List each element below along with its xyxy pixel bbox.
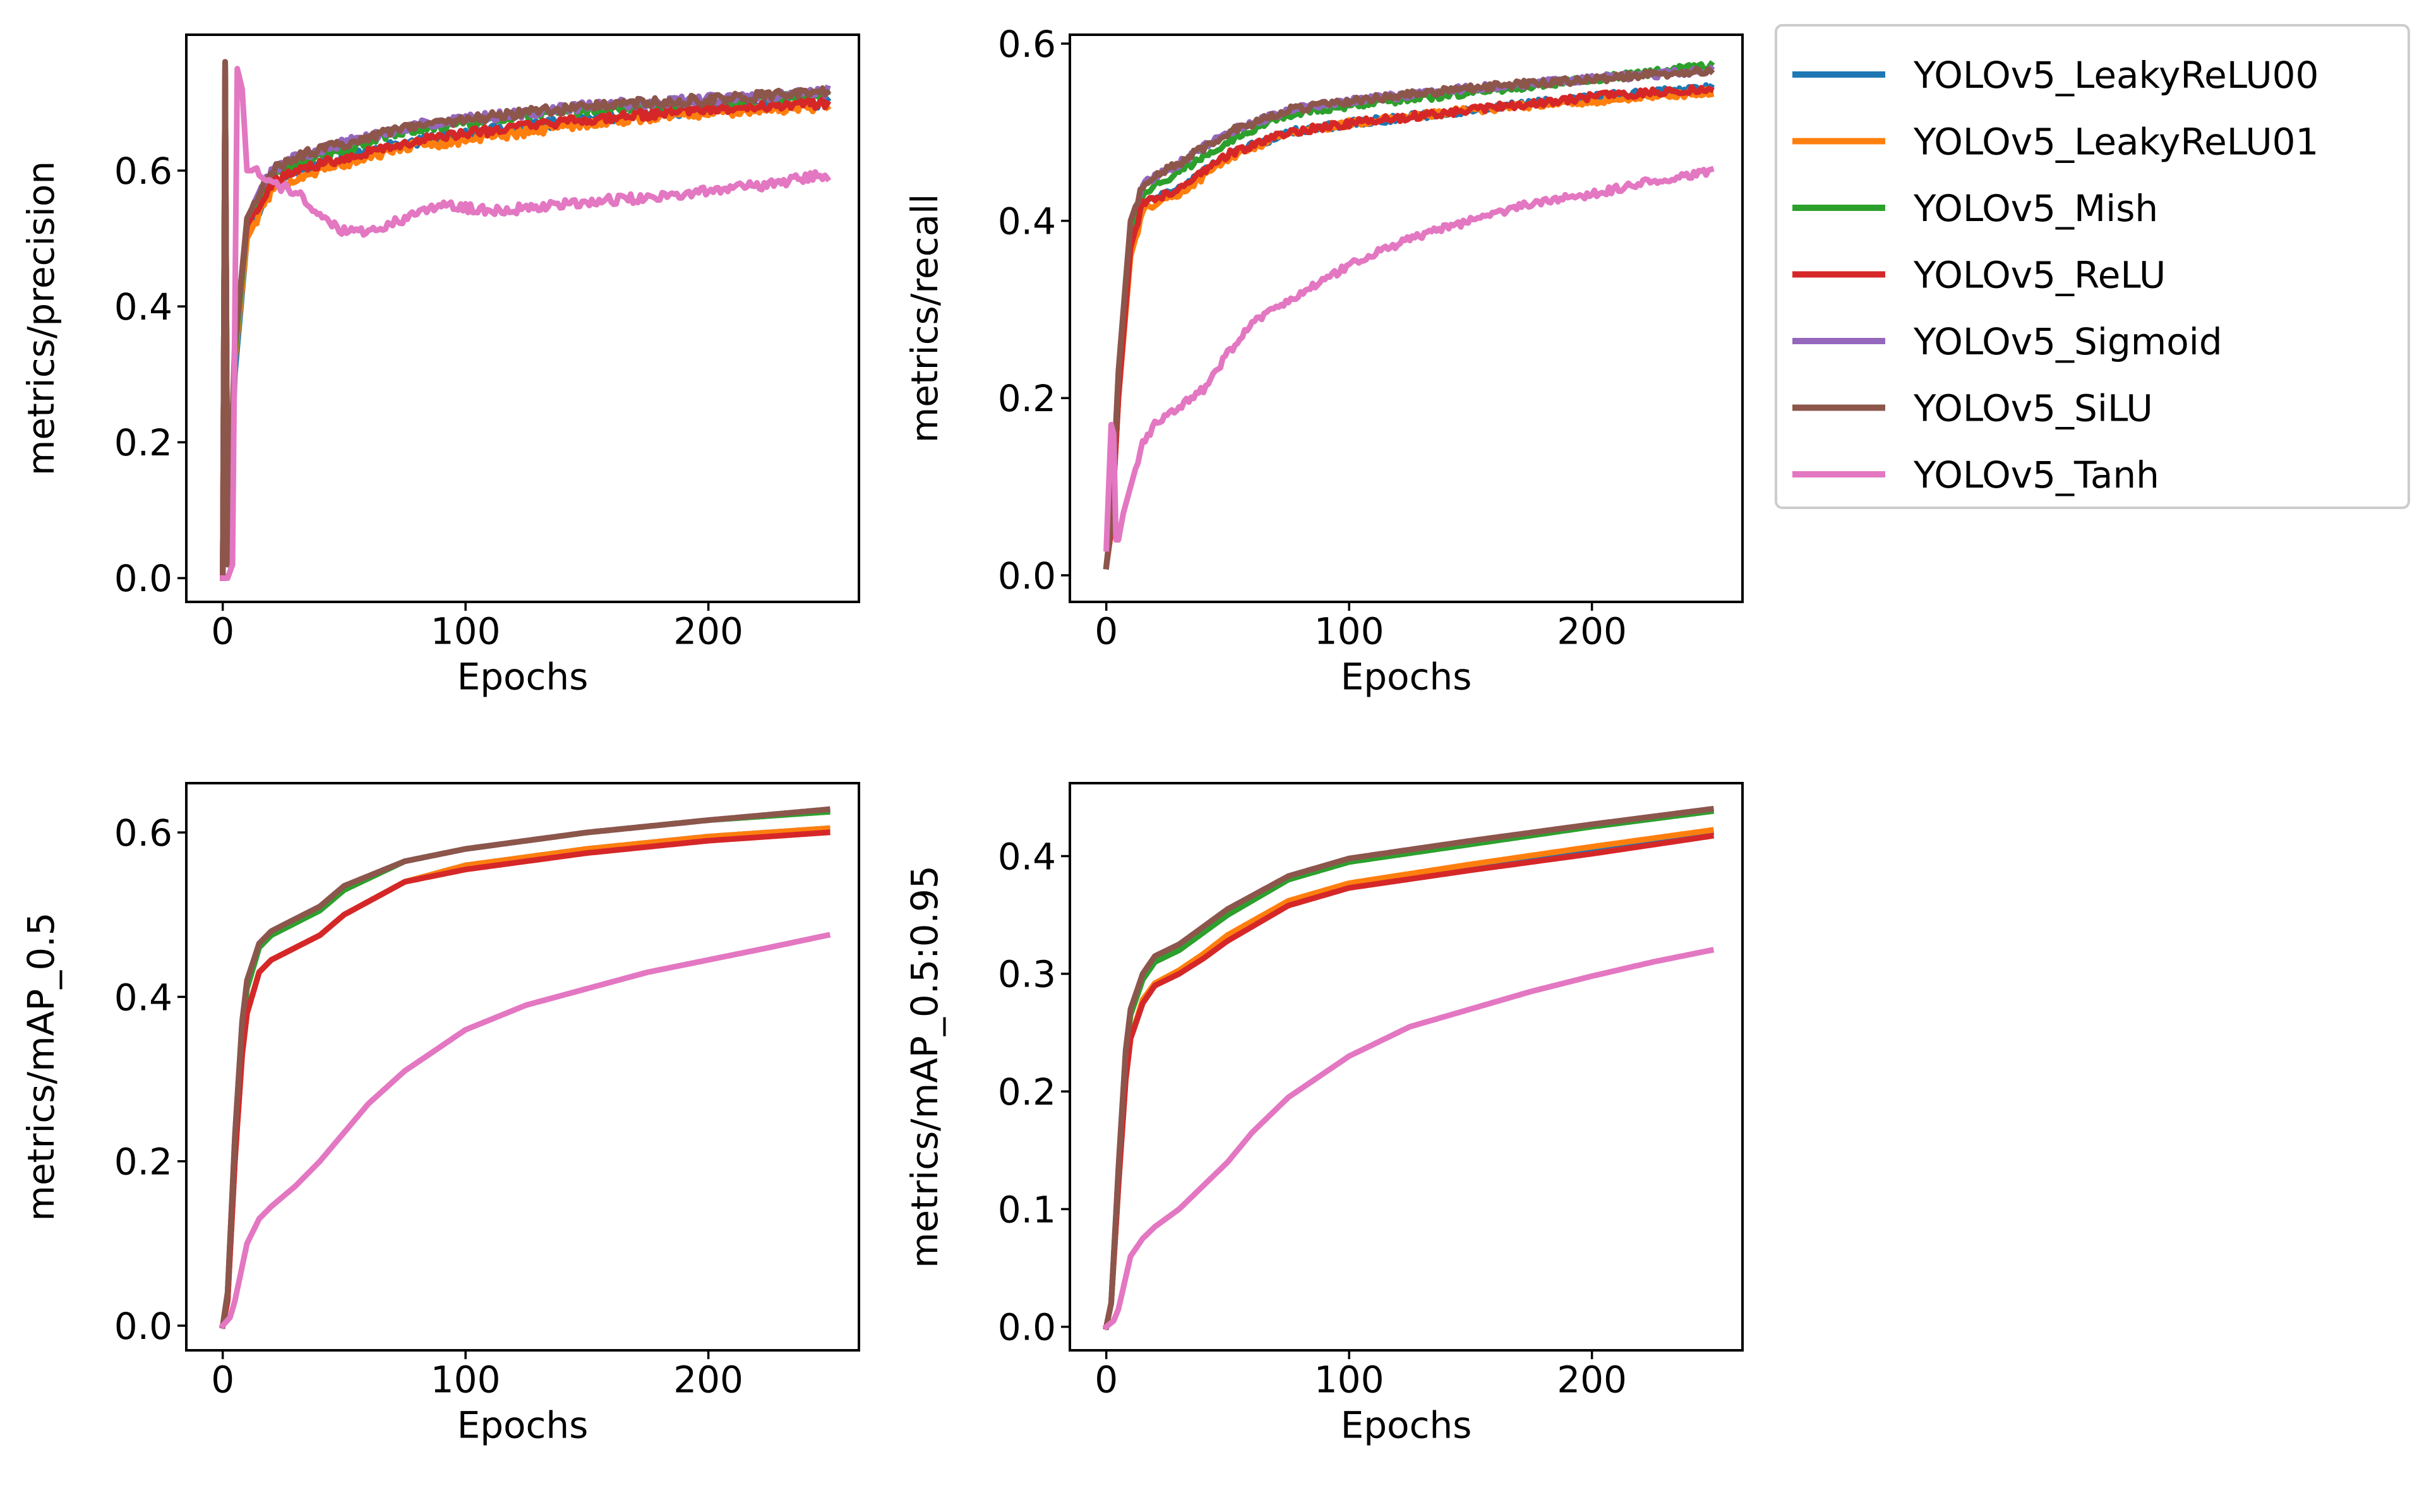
- plot-frame: [1069, 33, 1744, 603]
- x-tick-label: 200: [1557, 1358, 1627, 1401]
- series-line-YOLOv5_ReLU: [220, 59, 832, 581]
- series-line-YOLOv5_SiLU: [1103, 805, 1715, 1331]
- y-tick-label: 0.4: [114, 976, 172, 1019]
- series-line-YOLOv5_ReLU: [219, 829, 831, 1329]
- plot-frame: [1069, 782, 1744, 1352]
- x-tick-label: 0: [1095, 609, 1118, 652]
- legend: YOLOv5_LeakyReLU00 YOLOv5_LeakyReLU01 YOLO…: [1775, 24, 2410, 509]
- series-line-YOLOv5_Tanh: [1102, 947, 1715, 1331]
- y-axis-label: metrics/mAP_0.5: [20, 913, 63, 1221]
- y-tick-label: 0.3: [998, 953, 1056, 996]
- x-tick-label: 200: [673, 1358, 743, 1401]
- plot-frame: [185, 782, 860, 1352]
- y-tick-label: 0.0: [114, 1305, 172, 1348]
- series-lines: [1102, 805, 1715, 1331]
- recall-panel: 0 100 200 0.0 0.2 0.4 0.6 Epochs metrics/recall: [903, 23, 1744, 698]
- x-tick-label: 100: [1314, 1358, 1384, 1401]
- x-axis-label: Epochs: [1341, 1403, 1472, 1446]
- legend-label: YOLOv5_Tanh: [1913, 453, 2159, 496]
- legend-label: YOLOv5_SiLU: [1913, 387, 2153, 429]
- x-tick-label: 100: [1314, 609, 1384, 652]
- legend-entry: YOLOv5_Sigmoid: [1792, 320, 2222, 363]
- y-tick-label: 0.6: [114, 812, 172, 855]
- y-tick-label: 0.4: [114, 285, 172, 328]
- x-tick-label: 100: [431, 1358, 501, 1401]
- y-tick-label: 0.1: [998, 1188, 1056, 1231]
- series-line-YOLOv5_ReLU: [1103, 832, 1715, 1331]
- series-line-YOLOv5_SiLU: [220, 59, 832, 581]
- y-tick-label: 0.0: [114, 557, 172, 600]
- series-line-YOLOv5_LeakyReLU01: [1103, 827, 1715, 1331]
- series-line-YOLOv5_Tanh: [1103, 165, 1715, 552]
- x-tick-label: 0: [211, 609, 234, 652]
- x-tick-label: 100: [431, 609, 501, 652]
- y-tick-label: 0.6: [114, 150, 172, 193]
- series-lines: [1103, 60, 1715, 570]
- legend-entry: YOLOv5_SiLU: [1792, 387, 2153, 429]
- y-tick-label: 0.2: [114, 1141, 172, 1184]
- x-tick-label: 0: [1095, 1358, 1118, 1401]
- y-tick-label: 0.0: [998, 1306, 1056, 1349]
- x-tick-label: 0: [211, 1358, 234, 1401]
- y-tick-label: 0.2: [114, 421, 172, 464]
- legend-label: YOLOv5_ReLU: [1913, 253, 2166, 296]
- x-tick-label: 200: [1557, 609, 1627, 652]
- x-axis-label: Epochs: [457, 1403, 589, 1446]
- legend-entry: YOLOv5_Mish: [1792, 187, 2158, 230]
- legend-entry: YOLOv5_Tanh: [1792, 453, 2159, 496]
- series-line-YOLOv5_SiLU: [1103, 66, 1715, 570]
- y-tick-label: 0.6: [998, 23, 1056, 66]
- legend-entry: YOLOv5_LeakyReLU01: [1792, 120, 2318, 163]
- y-axis-label: metrics/recall: [903, 194, 946, 443]
- plot-frame: [185, 33, 860, 603]
- series-line-YOLOv5_Tanh: [219, 932, 831, 1330]
- x-axis-label: Epochs: [1341, 655, 1472, 698]
- y-tick-label: 0.2: [998, 377, 1056, 420]
- series-lines: [220, 59, 832, 581]
- legend-label: YOLOv5_LeakyReLU01: [1913, 120, 2318, 163]
- series-line-YOLOv5_SiLU: [219, 806, 831, 1329]
- y-axis-label: metrics/mAP_0.5:0.95: [903, 865, 946, 1268]
- legend-frame: [1775, 24, 2410, 509]
- legend-entry: YOLOv5_LeakyReLU00: [1792, 54, 2318, 97]
- map50-panel: 0 100 200 0.0 0.2 0.4 0.6 Epochs metrics/mAP_0.5: [20, 782, 860, 1446]
- x-tick-label: 200: [673, 609, 743, 652]
- x-axis-label: Epochs: [457, 655, 589, 698]
- precision-panel: 0 100 200 0.0 0.2 0.4 0.6 Epochs metrics/precisi…: [20, 33, 860, 698]
- legend-label: YOLOv5_Sigmoid: [1913, 320, 2222, 363]
- map50-95-panel: 0 100 200 0.0 0.1 0.2 0.3 0.4 Epochs metrics/mAP_…: [903, 782, 1744, 1446]
- series-line-YOLOv5_Tanh: [220, 66, 832, 581]
- series-lines: [219, 806, 831, 1330]
- y-axis-label: metrics/precision: [20, 161, 63, 476]
- legend-entry: YOLOv5_ReLU: [1792, 253, 2166, 296]
- y-tick-label: 0.4: [998, 200, 1056, 243]
- y-tick-label: 0.2: [998, 1071, 1056, 1113]
- legend-label: YOLOv5_Mish: [1913, 187, 2158, 230]
- y-tick-label: 0.4: [998, 835, 1056, 878]
- legend-label: YOLOv5_LeakyReLU00: [1913, 54, 2318, 97]
- series-line-YOLOv5_ReLU: [1103, 84, 1715, 570]
- y-tick-label: 0.0: [998, 555, 1056, 597]
